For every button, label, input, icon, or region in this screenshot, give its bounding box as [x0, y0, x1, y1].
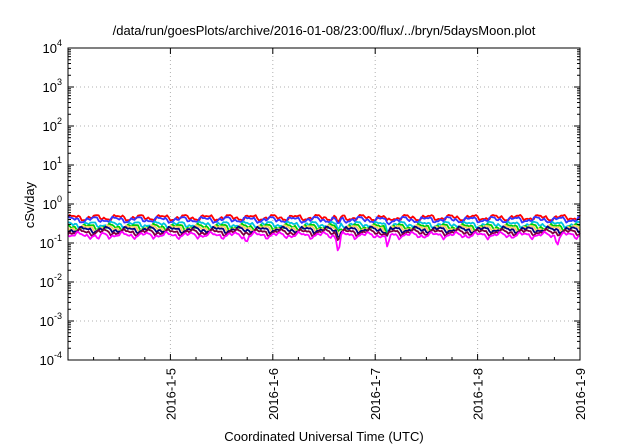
y-tick-label: 10-1 — [40, 233, 62, 251]
x-tick-label: 2016-1-8 — [471, 368, 486, 420]
y-tick-label: 103 — [43, 77, 62, 95]
y-tick-label: 104 — [43, 38, 62, 56]
series-line — [67, 230, 581, 252]
y-tick-label: 101 — [43, 155, 62, 173]
x-tick-label: 2016-1-7 — [368, 368, 383, 420]
y-axis: 10-4 10-3 10-2 10-1 100 101 102 103 104 — [40, 38, 580, 368]
y-tick-label: 10-2 — [40, 272, 62, 290]
x-tick-label: 2016-1-6 — [266, 368, 281, 420]
y-tick-label: 10-4 — [40, 350, 62, 368]
x-axis-label: Coordinated Universal Time (UTC) — [224, 429, 423, 444]
y-tick-label: 102 — [43, 116, 62, 134]
y-tick-label: 10-3 — [40, 311, 62, 329]
x-axis: 2016-1-5 2016-1-6 2016-1-7 2016-1-8 2016-1-9 — [93, 48, 588, 420]
y-tick-label: 100 — [43, 194, 62, 212]
y-axis-label: cSv/day — [22, 181, 37, 228]
grid — [68, 48, 580, 360]
series-line — [67, 213, 581, 224]
chart-title: /data/run/goesPlots/archive/2016-01-08/2… — [113, 23, 536, 38]
x-tick-label: 2016-1-5 — [163, 368, 178, 420]
series-line — [67, 227, 581, 242]
x-tick-label: 2016-1-9 — [573, 368, 588, 420]
series-group — [67, 213, 581, 252]
